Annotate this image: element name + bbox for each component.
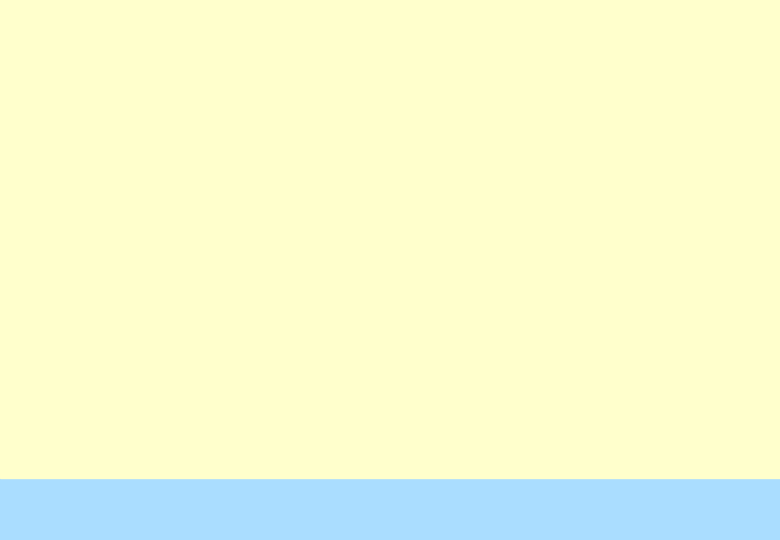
Text: Piezocaloric effect.: Piezocaloric effect.	[165, 464, 210, 469]
Text: e: e	[488, 317, 491, 325]
Text: Heckmann’s Diagram: Heckmann’s Diagram	[263, 59, 517, 79]
Text: Lines Joining These Corner Pairs: Lines Joining These Corner Pairs	[223, 276, 557, 294]
Text: (i): (i)	[184, 199, 190, 205]
Text: ),  and Stress (σ: ), and Stress (σ	[368, 97, 488, 111]
Text: Electromechanical effects
(piezoelectricity) (β): Electromechanical effects (piezoelectric…	[136, 252, 166, 315]
Text: e: e	[566, 221, 569, 229]
Text: E: E	[577, 180, 585, 190]
Text: d: d	[529, 267, 534, 275]
Text: e: e	[495, 340, 500, 349]
Text: p: p	[629, 305, 633, 313]
Text: Converse Piezoelectric Effect: Converse Piezoelectric Effect	[90, 328, 140, 386]
Text: i: i	[363, 100, 367, 113]
Text: r: r	[449, 394, 453, 402]
Circle shape	[168, 167, 207, 202]
Text: ij: ij	[468, 100, 475, 113]
Text: f: f	[672, 317, 674, 325]
Text: Field: Field	[179, 179, 195, 184]
Circle shape	[644, 327, 686, 362]
Text: (Q): (Q)	[255, 397, 263, 402]
Text: Heat of deformation: Heat of deformation	[161, 370, 214, 375]
Text: ELECTRICAL: ELECTRICAL	[161, 145, 213, 153]
Text: a: a	[625, 394, 629, 402]
Text: Thermal amplition: Thermal amplition	[163, 453, 211, 458]
Text: d: d	[488, 355, 491, 363]
Text: MECHANICAL: MECHANICAL	[12, 459, 68, 468]
Text: Thermal pressure: Thermal pressure	[164, 441, 211, 446]
Text: )  ⇒  “Forces”: ) ⇒ “Forces”	[478, 97, 579, 111]
Text: f: f	[580, 331, 583, 339]
Text: Thermoelastic effect
(thermal expansion): Thermoelastic effect (thermal expansion)	[197, 395, 249, 419]
Circle shape	[305, 410, 356, 455]
Circle shape	[718, 420, 764, 457]
Text: a: a	[534, 394, 537, 402]
Text: Displacement: Displacement	[168, 276, 206, 281]
Text: (σ): (σ)	[40, 447, 48, 452]
Circle shape	[476, 327, 518, 362]
Text: THERMAL: THERMAL	[321, 459, 363, 468]
Circle shape	[560, 249, 602, 284]
Text: Piezocaloric effect: Piezocaloric effect	[129, 399, 173, 415]
Text: (x): (x)	[112, 397, 119, 402]
Text: ⇓: ⇓	[380, 296, 400, 320]
Text: Entropy: Entropy	[246, 376, 271, 381]
Text: ),  and Strain (x: ), and Strain (x	[386, 123, 502, 137]
Text: Three Outer Corners:  Temperature (T),  Electric Field (E: Three Outer Corners: Temperature (T), El…	[30, 97, 456, 111]
Text: Thermoelastic effects (β): Thermoelastic effects (β)	[153, 454, 222, 458]
Text: ij: ij	[485, 126, 493, 139]
Text: (D): (D)	[183, 296, 191, 302]
Text: S: S	[662, 340, 668, 349]
Circle shape	[94, 363, 137, 401]
Text: Electrocaloric effect
(pyroelectric) (): Electrocaloric effect (pyroelectric) ()	[239, 335, 278, 379]
Text: Strain: Strain	[106, 376, 125, 381]
Text: Temperature: Temperature	[313, 427, 349, 431]
FancyBboxPatch shape	[213, 50, 567, 88]
Text: Electrothermal effect
(pyroelectric) (γ): Electrothermal effect (pyroelectric) (γ)	[210, 257, 236, 310]
Text: (θ): (θ)	[328, 447, 334, 452]
Circle shape	[398, 420, 444, 457]
Text: Relations Between Thermal, Electrical, and Mechanical Properties of Crystals: Relations Between Thermal, Electrical, a…	[0, 497, 780, 515]
Text: p: p	[671, 355, 675, 363]
Text: f: f	[629, 267, 632, 275]
Text: σ: σ	[417, 434, 424, 443]
Text: D: D	[577, 262, 585, 271]
Circle shape	[560, 167, 602, 202]
Text: c: c	[530, 305, 534, 313]
Text: -f': -f'	[578, 446, 584, 454]
Text: )  ⇒  “Results”: ) ⇒ “Results”	[495, 123, 601, 137]
Text: g: g	[592, 221, 597, 229]
Text: “Principal Effects”: “Principal Effects”	[296, 321, 484, 339]
Circle shape	[20, 412, 67, 453]
Text: TC: TC	[709, 392, 717, 397]
FancyBboxPatch shape	[94, 445, 281, 467]
Text: γ: γ	[739, 434, 745, 443]
Circle shape	[237, 363, 281, 401]
Text: Three Inner Corners:  Entropy (S),  Electric Displacement (D: Three Inner Corners: Entropy (S), Electr…	[30, 123, 483, 137]
Circle shape	[162, 260, 212, 304]
Text: Stress: Stress	[34, 427, 53, 431]
Text: Pyroelec-
tricity(β): Pyroelec- tricity(β)	[194, 228, 217, 239]
Text: Equilibrium Properties of Crystals: Equilibrium Properties of Crystals	[97, 12, 683, 44]
Text: i: i	[381, 126, 385, 139]
